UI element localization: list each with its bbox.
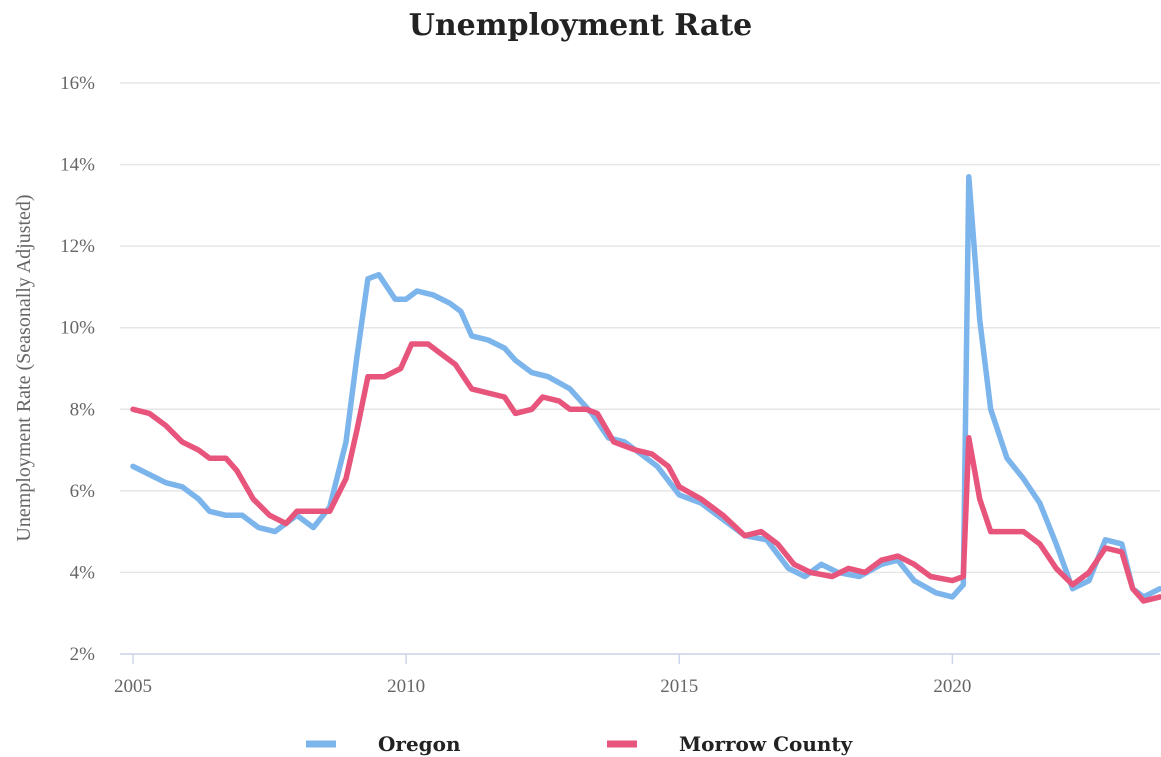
y-axis-ticks: 2% 4% 6% 8% 10% 12% 14% 16%: [60, 73, 95, 665]
y-tick-label: 4%: [70, 562, 96, 583]
x-tick-label: 2010: [387, 676, 425, 697]
x-tick-label: 2005: [114, 676, 152, 697]
legend-label: Oregon: [378, 732, 461, 756]
y-tick-label: 6%: [70, 481, 96, 502]
y-tick-label: 14%: [60, 155, 95, 176]
legend[interactable]: Oregon Morrow County: [306, 732, 854, 756]
legend-item-morrow-county[interactable]: Morrow County: [607, 732, 854, 756]
y-tick-label: 12%: [60, 236, 95, 257]
y-tick-label: 10%: [60, 318, 95, 339]
x-tick-label: 2020: [933, 676, 971, 697]
legend-label: Morrow County: [679, 732, 854, 756]
series-line-morrow-county: [133, 344, 1160, 601]
gridlines: [120, 83, 1160, 654]
y-tick-label: 8%: [70, 399, 96, 420]
x-tick-label: 2015: [660, 676, 698, 697]
series-lines: [133, 177, 1160, 601]
legend-item-oregon[interactable]: Oregon: [306, 732, 461, 756]
y-tick-label: 16%: [60, 73, 95, 94]
y-tick-label: 2%: [70, 644, 96, 665]
y-axis-title: Unemployment Rate (Seasonally Adjusted): [13, 194, 35, 541]
x-axis: 2005 2010 2015 2020: [114, 654, 1160, 697]
